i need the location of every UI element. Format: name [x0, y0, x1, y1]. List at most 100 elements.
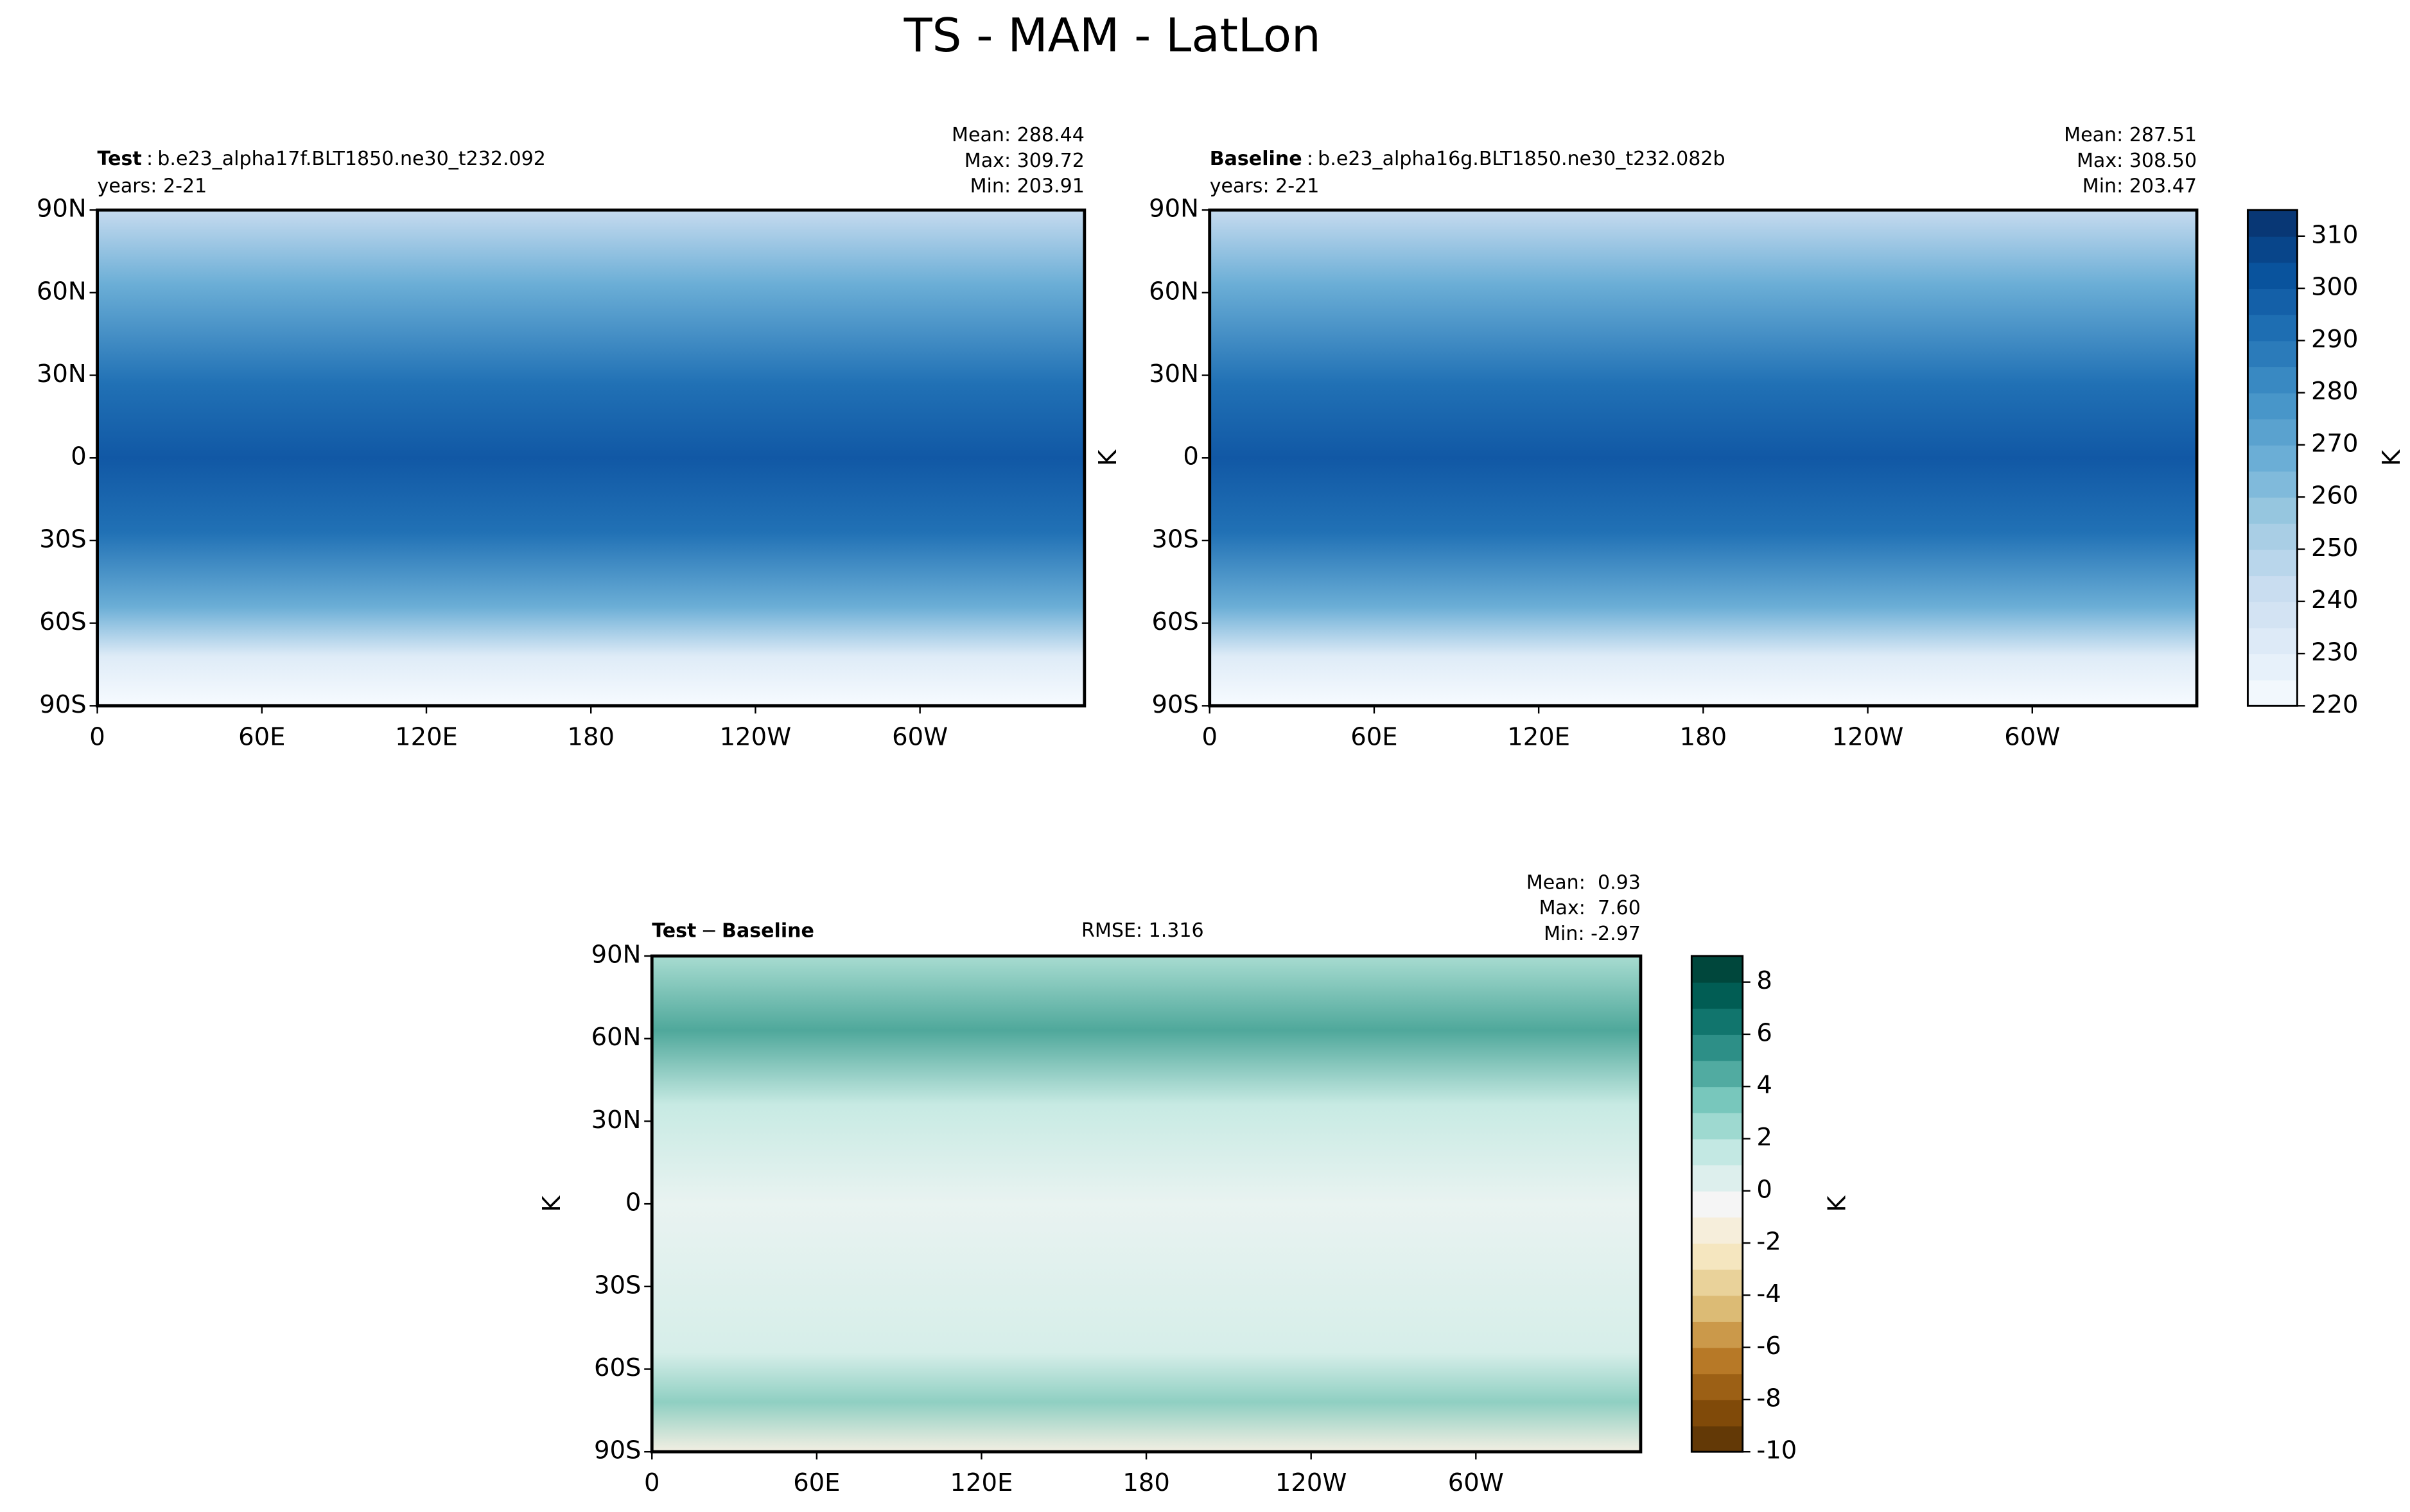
x-tick-label: 180	[1122, 1468, 1169, 1497]
x-tick-label: 60E	[793, 1468, 840, 1497]
stat: Min: -2.97	[1544, 923, 1641, 945]
colorbar-band	[1691, 956, 1743, 983]
y-tick-label: 0	[625, 1188, 642, 1217]
x-tick-label: 60W	[2004, 722, 2060, 751]
colorbar-band	[1691, 982, 1743, 1009]
colorbar-tick-label: 8	[1756, 966, 1772, 995]
colorbar-band	[2248, 523, 2298, 550]
y-tick-label: 0	[71, 442, 87, 471]
colorbar-band	[1691, 1425, 1743, 1453]
y-tick-label: 30S	[39, 525, 86, 553]
colorbar-band	[2248, 444, 2298, 472]
x-tick-label: 60W	[892, 722, 948, 751]
colorbar-tick-label: -10	[1756, 1436, 1797, 1465]
colorbar-tick-label: 300	[2311, 273, 2358, 302]
x-tick-label: 120W	[720, 722, 792, 751]
colorbar-tick-label: 2	[1756, 1123, 1772, 1152]
y-tick-label: 90N	[37, 195, 87, 223]
colorbar-band	[2248, 340, 2298, 367]
colorbar-band	[2248, 601, 2298, 629]
x-tick-label: 0	[1201, 722, 1218, 751]
heading-part: Baseline	[1210, 147, 1302, 169]
colorbar-band	[2248, 366, 2298, 394]
y-tick-label: 60N	[591, 1023, 642, 1052]
y-tick-label: 90N	[591, 941, 642, 969]
colorbar-band	[2248, 262, 2298, 290]
colorbar-band	[1691, 1399, 1743, 1427]
y-tick-label: 30N	[37, 360, 87, 388]
colorbar-tick-label: 250	[2311, 534, 2358, 562]
heading-part: Test	[98, 147, 142, 169]
y-tick-label: 0	[1183, 442, 1199, 471]
colorbar-band	[1691, 1321, 1743, 1348]
y-tick-label: 90S	[39, 690, 86, 719]
colorbar-band	[1691, 1138, 1743, 1166]
y-axis-label: K	[537, 1195, 566, 1212]
x-tick-label: 120E	[1507, 722, 1570, 751]
colorbar-band	[1691, 1373, 1743, 1400]
stat: Max: 308.50	[2077, 150, 2197, 172]
panel-heading: Test: b.e23_alpha17f.BLT1850.ne30_t232.09…	[98, 147, 546, 169]
y-tick-label: 60S	[1151, 607, 1198, 636]
panel-heading: Baseline: b.e23_alpha16g.BLT1850.ne30_t23…	[1210, 147, 1725, 169]
rmse: RMSE: 1.316	[1081, 919, 1204, 942]
stat: Mean: 288.44	[952, 124, 1085, 146]
y-tick-label: 60N	[37, 277, 87, 306]
x-tick-label: 60E	[1350, 722, 1397, 751]
x-tick-label: 60W	[1448, 1468, 1504, 1497]
colorbar-band	[2248, 679, 2298, 707]
colorbar-frame	[1690, 955, 1744, 1453]
colorbar-band	[1691, 1190, 1743, 1218]
x-tick-label: 120E	[950, 1468, 1013, 1497]
x-tick-label: 180	[567, 722, 614, 751]
colorbar-band	[1691, 1112, 1743, 1140]
colorbar-band	[2248, 236, 2298, 263]
stat: Mean: 0.93	[1526, 871, 1641, 894]
heading-part: −	[701, 919, 717, 942]
years: years: 2-21	[98, 175, 207, 198]
colorbar-band	[1691, 1269, 1743, 1296]
colorbar-tick-label: 240	[2311, 586, 2358, 614]
colorbar-tick-label: 4	[1756, 1071, 1772, 1100]
colorbar-tick-label: 6	[1756, 1018, 1772, 1047]
map-field	[1209, 210, 2197, 706]
colorbar-band	[2248, 314, 2298, 342]
colorbar-label: K	[2377, 449, 2406, 466]
colorbar-tick-label: 270	[2311, 429, 2358, 458]
colorbar-tick-label: -6	[1756, 1332, 1781, 1360]
stat: Min: 203.47	[2083, 175, 2197, 198]
colorbar-band	[1691, 1295, 1743, 1322]
heading-part: Baseline	[722, 919, 814, 942]
stat: Min: 203.91	[970, 175, 1085, 198]
x-tick-label: 120E	[395, 722, 458, 751]
x-tick-label: 120W	[1832, 722, 1904, 751]
colorbar-band	[1691, 1347, 1743, 1375]
y-tick-label: 60S	[594, 1353, 641, 1382]
panel-heading: Test − Baseline	[652, 919, 814, 942]
colorbar-band	[2248, 654, 2298, 681]
map-field	[97, 210, 1085, 706]
colorbar-tick-label: 310	[2311, 220, 2358, 249]
colorbar-band	[2248, 575, 2298, 602]
stat: Mean: 287.51	[2064, 124, 2197, 146]
colorbar-band	[2248, 471, 2298, 498]
colorbar-band	[2248, 210, 2298, 237]
y-tick-label: 90N	[1149, 195, 1199, 223]
colorbar-tick-label: 220	[2311, 690, 2358, 719]
heading-part: :	[1307, 147, 1313, 169]
x-tick-label: 0	[89, 722, 105, 751]
colorbar-band	[2248, 549, 2298, 577]
colorbar-band	[1691, 1086, 1743, 1113]
y-tick-label: 90S	[594, 1436, 641, 1465]
colorbar-frame	[2246, 209, 2298, 707]
y-tick-label: 30S	[1151, 525, 1198, 553]
colorbar-tick-label: 290	[2311, 325, 2358, 354]
stat: Max: 7.60	[1539, 897, 1641, 919]
colorbar-band	[1691, 1034, 1743, 1061]
heading-part: b.e23_alpha17f.BLT1850.ne30_t232.092	[157, 147, 546, 169]
x-tick-label: 0	[644, 1468, 660, 1497]
figure-title: TS - MAM - LatLon	[904, 9, 1321, 63]
y-tick-label: 30N	[591, 1106, 642, 1134]
